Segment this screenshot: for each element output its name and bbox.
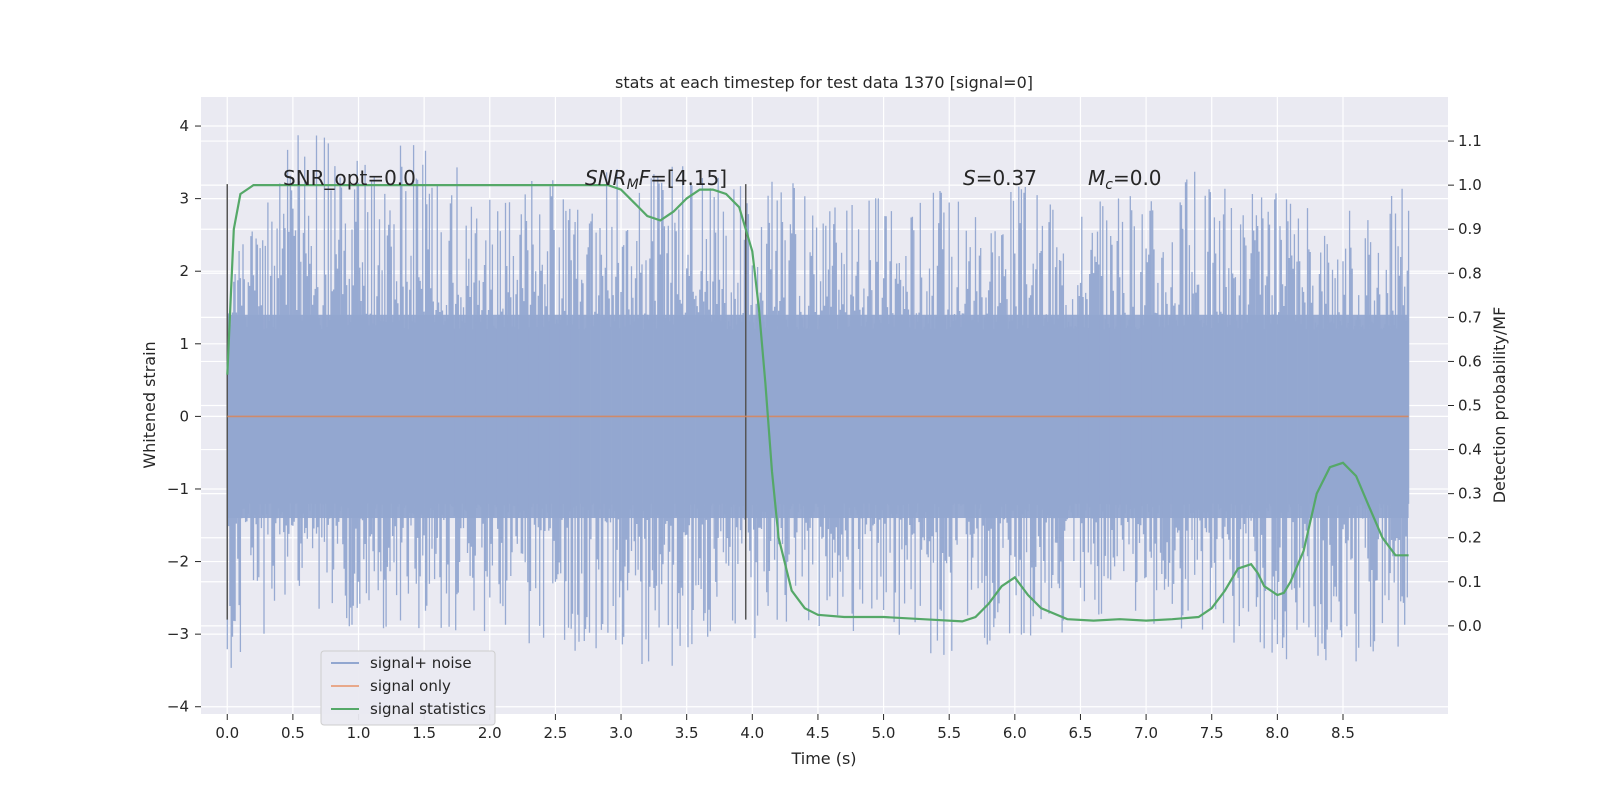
y-tick-label-right: 1.1: [1458, 132, 1482, 150]
legend: signal+ noise signal only signal statist…: [320, 650, 496, 726]
snr-mf-tail: =[4.15]: [650, 166, 727, 190]
s-tail: =0.37: [976, 166, 1037, 190]
y-tick-label-right: 0.2: [1458, 529, 1482, 547]
x-tick-label: 5.0: [872, 724, 896, 742]
y-tick-label-right: 0.8: [1458, 264, 1482, 282]
snr-mf-main: SNR: [585, 166, 627, 190]
y-tick-label-right: 0.5: [1458, 397, 1482, 415]
y-tick-label-right: 0.7: [1458, 308, 1482, 326]
annotation-snr-opt: SNR_opt=0.0: [283, 166, 416, 190]
x-tick-label: 3.5: [675, 724, 699, 742]
y-tick-label-right: 0.3: [1458, 485, 1482, 503]
right-axis-ticks: 1.1 1.0 0.9 0.8 0.7 0.6 0.5 0.4 0.3 0.2 0.1 0.0: [1448, 132, 1482, 635]
snr-mf-sub: M: [627, 177, 639, 193]
y-axis-label-left: Whitened strain: [140, 341, 159, 468]
y-tick-label-right: 0.0: [1458, 617, 1482, 635]
x-tick-label: 4.5: [806, 724, 830, 742]
y-tick-label-left: −2: [167, 553, 189, 571]
y-tick-label-left: −3: [167, 625, 189, 643]
legend-label-signal: signal only: [370, 677, 451, 695]
annotation-mc: Mc=0.0: [1088, 166, 1162, 193]
legend-box: [320, 650, 496, 726]
y-tick-label-left: −4: [167, 698, 189, 716]
snr-mf-tail-f: F: [639, 166, 651, 190]
x-tick-label: 0.5: [281, 724, 305, 742]
annotation-snr-mf: SNRMF=[4.15]: [585, 166, 727, 193]
x-tick-label: 5.5: [937, 724, 961, 742]
x-tick-label: 1.0: [347, 724, 371, 742]
legend-label-noise: signal+ noise: [370, 654, 472, 672]
x-tick-label: 6.0: [1003, 724, 1027, 742]
x-tick-label: 2.5: [543, 724, 567, 742]
chart-title: stats at each timestep for test data 137…: [615, 73, 1033, 92]
x-tick-label: 4.0: [740, 724, 764, 742]
x-tick-label: 2.0: [478, 724, 502, 742]
x-tick-label: 8.0: [1265, 724, 1289, 742]
y-tick-label-right: 0.4: [1458, 441, 1482, 459]
y-tick-label-right: 1.0: [1458, 176, 1482, 194]
left-axis-ticks: 4 3 2 1 0 −1 −2 −3 −4: [167, 117, 201, 716]
x-tick-label: 7.0: [1134, 724, 1158, 742]
y-tick-label-left: 0: [179, 407, 189, 425]
y-axis-label-right: Detection probability/MF: [1490, 307, 1509, 504]
x-tick-label: 0.0: [215, 724, 239, 742]
x-tick-label: 6.5: [1069, 724, 1093, 742]
mc-main: M: [1088, 166, 1105, 190]
signal-statistics-line: [226, 184, 1409, 623]
x-axis-label: Time (s): [790, 749, 856, 768]
y-tick-label-left: 3: [179, 190, 189, 208]
x-axis-ticks: 0.0 0.5 1.0 1.5 2.0 2.5 3.0 3.5 4.0 4.5 5.0 5.5 6.0 6…: [215, 714, 1355, 742]
s-main: S: [963, 166, 976, 190]
y-tick-label-right: 0.6: [1458, 352, 1482, 370]
mc-sub: c: [1105, 177, 1113, 193]
x-tick-label: 3.0: [609, 724, 633, 742]
y-tick-label-left: 1: [179, 335, 189, 353]
x-tick-label: 8.5: [1331, 724, 1355, 742]
y-tick-label-left: 4: [179, 117, 189, 135]
x-tick-label: 1.5: [412, 724, 436, 742]
legend-label-stats: signal statistics: [370, 700, 486, 718]
y-tick-label-left: 2: [179, 262, 189, 280]
annotation-s: S=0.37: [963, 166, 1037, 190]
y-tick-label-left: −1: [167, 480, 189, 498]
mc-tail: =0.0: [1113, 166, 1162, 190]
vertical-markers: [226, 184, 747, 620]
y-tick-label-right: 0.1: [1458, 573, 1482, 591]
x-tick-label: 7.5: [1200, 724, 1224, 742]
y-tick-label-right: 0.9: [1458, 220, 1482, 238]
